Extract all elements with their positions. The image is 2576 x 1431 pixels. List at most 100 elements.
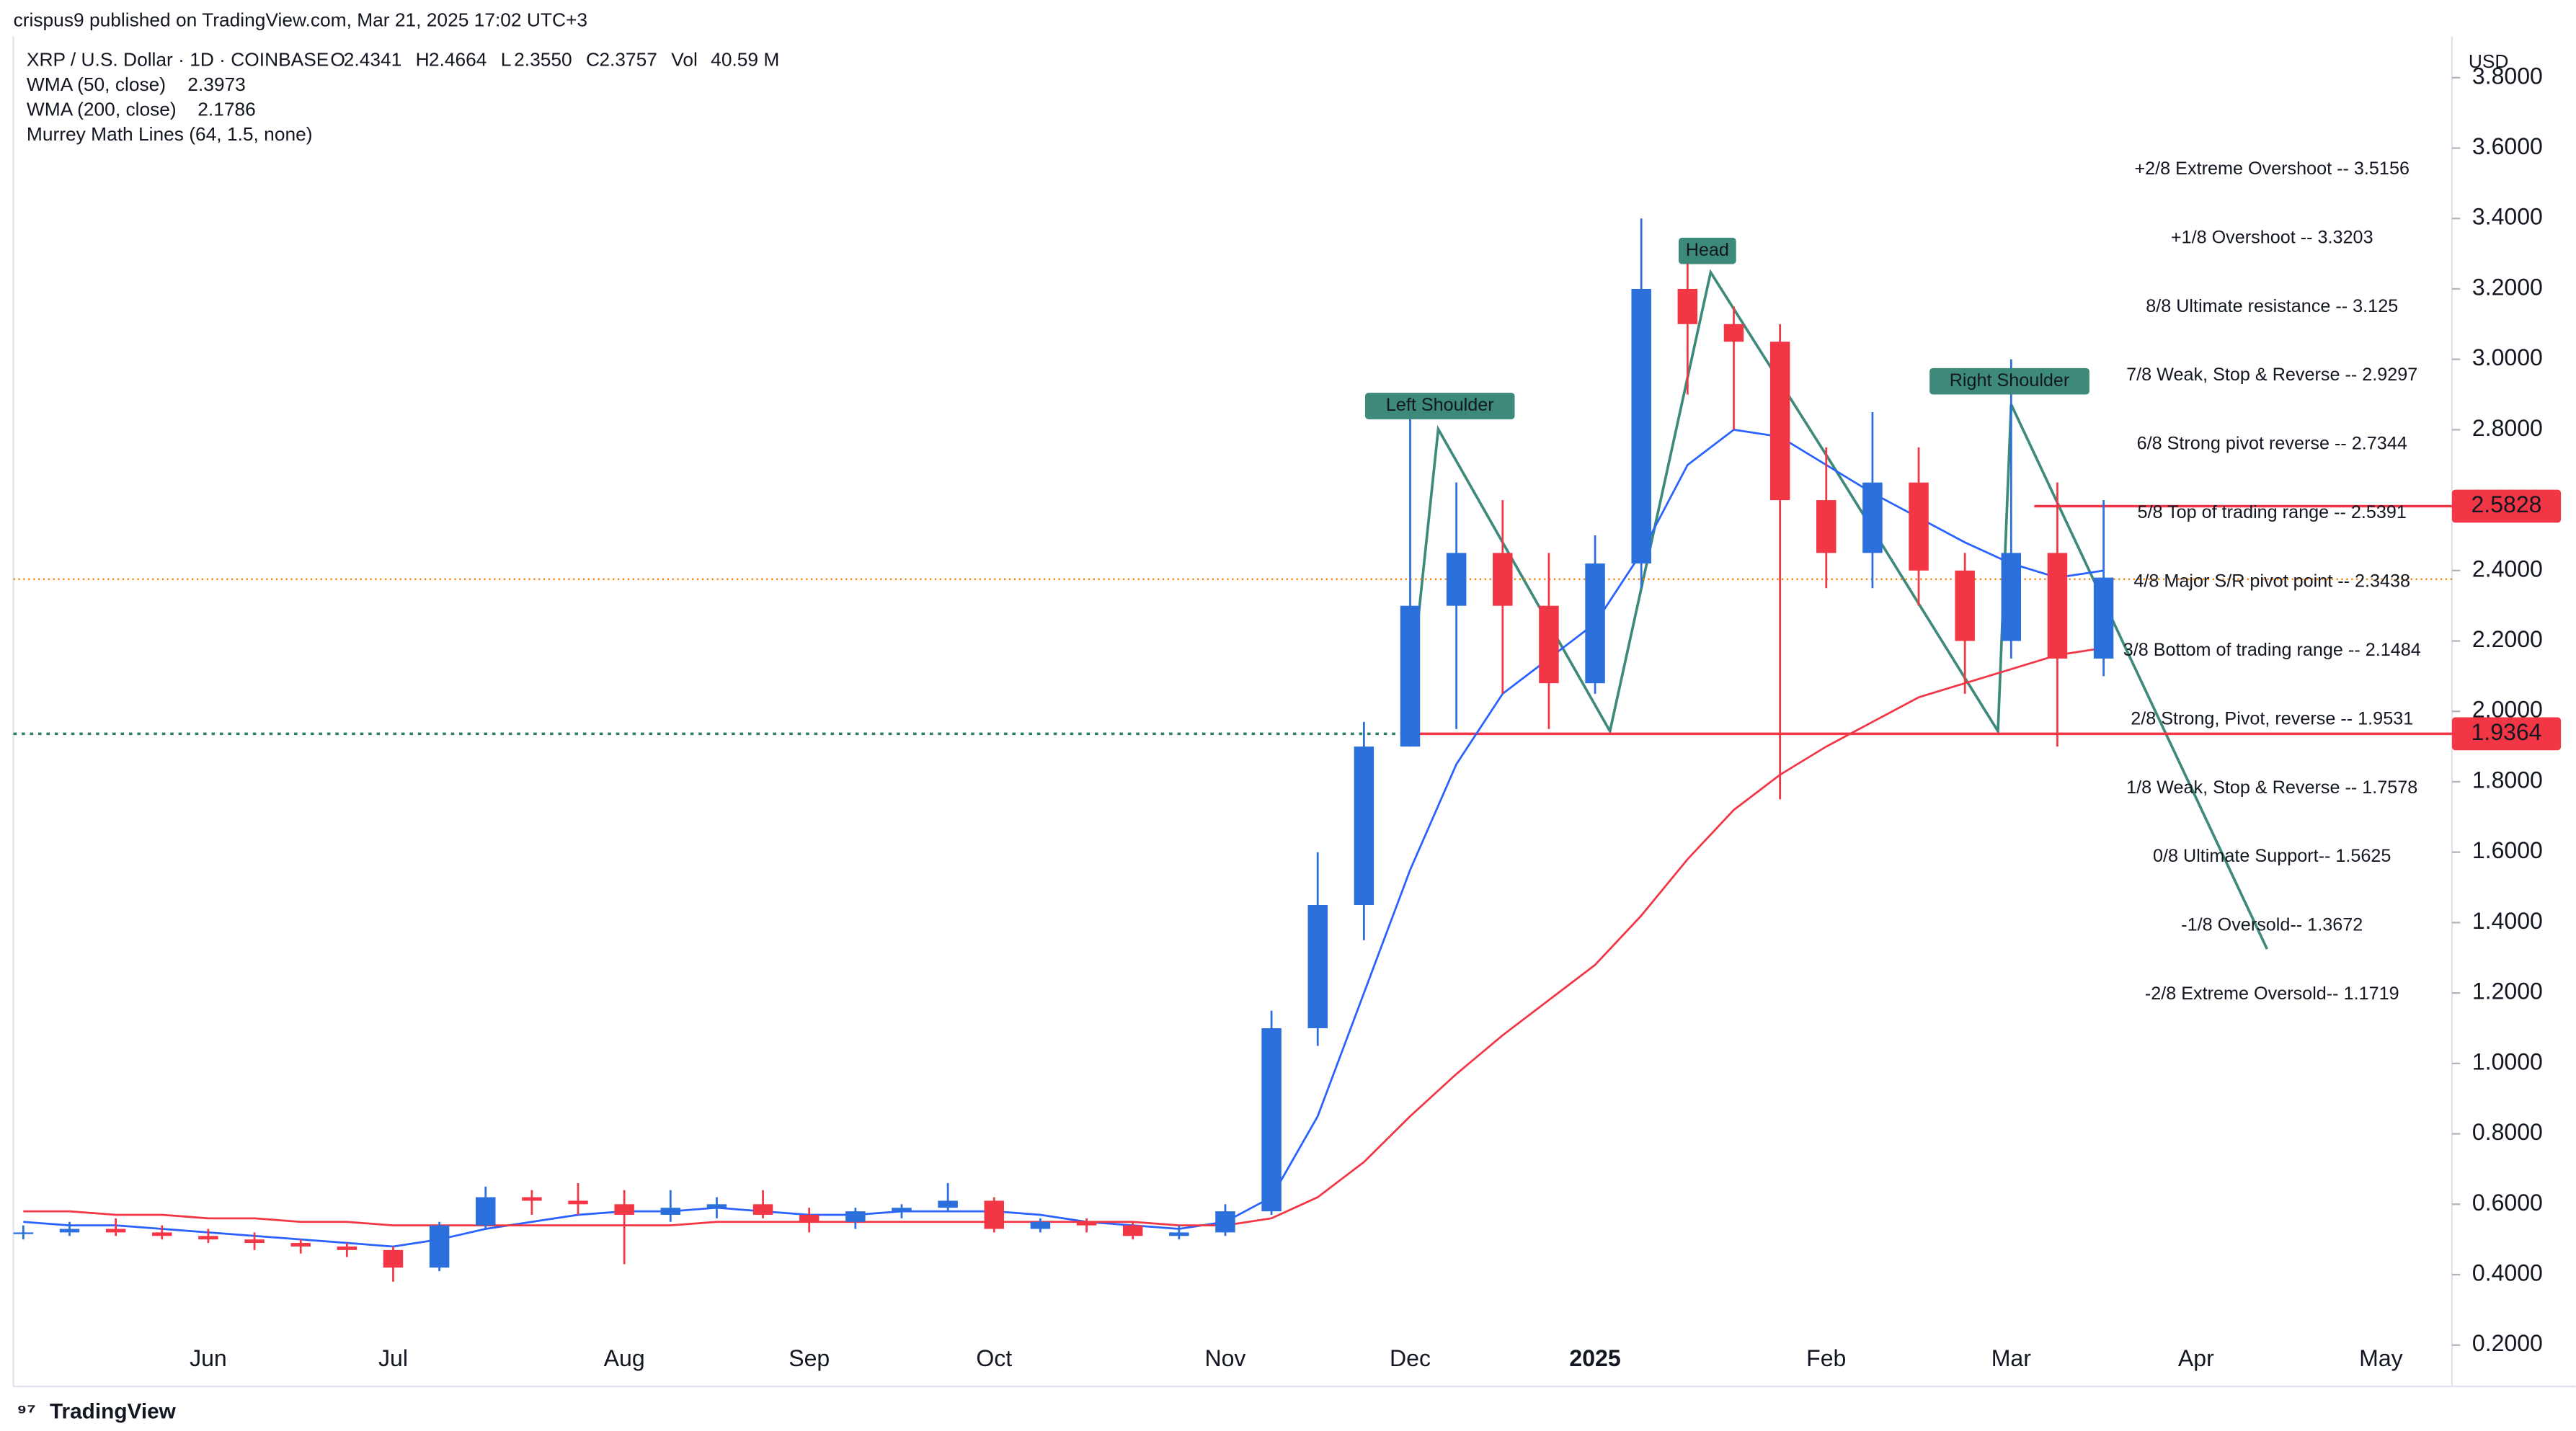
candle-body <box>1030 1221 1051 1229</box>
indicator-legend: WMA (50, close) 2.3973 WMA (200, close) 2.1… <box>27 73 313 145</box>
footer-brand: TradingView <box>50 1400 177 1424</box>
candle-body <box>105 1229 126 1233</box>
y-tick-label: 3.0000 <box>2472 344 2543 370</box>
murrey-label: 8/8 Ultimate resistance -- 3.125 <box>2146 296 2398 316</box>
x-tick-label: Feb <box>1806 1345 1846 1371</box>
y-tick-label: 3.2000 <box>2472 274 2543 300</box>
x-tick-label: Apr <box>2178 1345 2214 1371</box>
murrey-label: 5/8 Top of trading range -- 2.5391 <box>2138 502 2407 522</box>
candle-body <box>1631 288 1651 564</box>
candle-body <box>522 1197 542 1201</box>
candle-body <box>13 1232 34 1234</box>
candle-body <box>660 1208 681 1215</box>
annotation-label: Right Shoulder <box>1950 370 2070 391</box>
murrey-label: 6/8 Strong pivot reverse -- 2.7344 <box>2137 434 2407 454</box>
murrey-label: 0/8 Ultimate Support-- 1.5625 <box>2153 846 2391 866</box>
candle-body <box>1122 1225 1143 1236</box>
candle-body <box>198 1236 218 1240</box>
indicator-value: 2.1786 <box>197 98 256 120</box>
x-tick-label: Jun <box>190 1345 227 1371</box>
wma-line <box>23 428 2104 1248</box>
y-tick-label: 2.8000 <box>2472 415 2543 441</box>
candle-body <box>1769 342 1790 501</box>
candle-body <box>752 1204 773 1215</box>
candle-body <box>1677 288 1698 324</box>
x-tick-label: Aug <box>604 1345 645 1371</box>
murrey-label: 4/8 Major S/R pivot point -- 2.3438 <box>2133 571 2410 591</box>
ohlc-key: Vol <box>671 49 698 71</box>
x-tick-label: Nov <box>1204 1345 1245 1371</box>
candle-body <box>845 1211 866 1222</box>
y-tick-label: 1.0000 <box>2472 1048 2543 1074</box>
ohlc-key: L <box>501 49 512 71</box>
murrey-label: 7/8 Weak, Stop & Reverse -- 2.9297 <box>2126 365 2417 385</box>
candle-body <box>290 1243 311 1247</box>
x-tick-label: Dec <box>1390 1345 1431 1371</box>
candle-body <box>1307 905 1328 1029</box>
x-tick-label: 2025 <box>1569 1345 1620 1371</box>
ohlc-value: 40.59 M <box>711 49 779 71</box>
annotation-box <box>1929 367 2089 395</box>
candle-body <box>1493 553 1513 606</box>
y-tick-label: 1.4000 <box>2472 908 2543 934</box>
candle-body <box>475 1197 496 1226</box>
annotation-box <box>1364 393 1515 419</box>
x-tick-label: Sep <box>789 1345 830 1371</box>
y-tick-label: 2.2000 <box>2472 626 2543 652</box>
murrey-label: 2/8 Strong, Pivot, reverse -- 1.9531 <box>2131 708 2413 728</box>
candle-body <box>59 1229 80 1233</box>
candle-body <box>1169 1232 1189 1236</box>
murrey-label: -2/8 Extreme Oversold-- 1.1719 <box>2145 984 2399 1004</box>
murrey-label: +2/8 Extreme Overshoot -- 3.5156 <box>2134 159 2410 179</box>
candle-body <box>2093 577 2114 659</box>
annotation-label: Head <box>1686 240 1729 260</box>
candle-body <box>938 1200 958 1208</box>
murrey-label: +1/8 Overshoot -- 3.3203 <box>2171 227 2373 247</box>
x-tick-label: Mar <box>1991 1345 2032 1371</box>
candle-body <box>337 1246 357 1250</box>
currency: USD <box>2469 50 2509 72</box>
candle-body <box>984 1200 1005 1229</box>
murrey-label: 1/8 Weak, Stop & Reverse -- 1.7578 <box>2126 777 2417 798</box>
murrey-label: 3/8 Bottom of trading range -- 2.1484 <box>2123 640 2421 660</box>
candle-body <box>152 1232 172 1236</box>
candle-body <box>706 1204 727 1208</box>
candle-body <box>383 1249 404 1268</box>
candle-body <box>244 1239 265 1244</box>
logo: ⁹⁷ <box>17 1400 35 1424</box>
y-tick-label: 1.2000 <box>2472 978 2543 1004</box>
candle-body <box>568 1200 588 1205</box>
candle-body <box>1446 553 1467 606</box>
candle-body <box>1076 1221 1097 1226</box>
indicator-name: WMA (50, close) <box>27 73 166 95</box>
candle-body <box>1585 563 1605 684</box>
y-tick-label: 0.2000 <box>2472 1330 2543 1356</box>
ohlc-key: C <box>586 49 600 71</box>
candle-body <box>1400 605 1421 747</box>
candle-body <box>1862 482 1883 553</box>
candle-body <box>1354 746 1374 905</box>
indicator-name: WMA (200, close) <box>27 98 177 120</box>
murrey-label: -1/8 Oversold-- 1.3672 <box>2181 915 2363 935</box>
plot: 0.2000 0.4000 0.6000 0.8000 1.0000 1.2000 1.40… <box>13 63 2562 1371</box>
y-tick-label: 3.4000 <box>2472 204 2543 230</box>
price-tag-label: 1.9364 <box>2471 719 2541 745</box>
candle-body <box>1909 482 1929 571</box>
candle-body <box>429 1225 450 1268</box>
ohlc-value: 2.3757 <box>599 49 657 71</box>
annotation-box <box>1678 237 1736 264</box>
y-tick-label: 1.8000 <box>2472 767 2543 793</box>
annotation-label: Left Shoulder <box>1386 395 1494 415</box>
ohlc-value: 2.3550 <box>514 49 572 71</box>
candle-body <box>1261 1028 1282 1212</box>
publisher: crispus9 published on TradingView.com, M… <box>14 9 587 31</box>
x-tick-label: Oct <box>976 1345 1012 1371</box>
ohlc-value: 2.4664 <box>429 49 487 71</box>
candle-body <box>1539 605 1559 684</box>
indicator-value: 2.3973 <box>187 73 246 95</box>
y-tick-label: 0.6000 <box>2472 1190 2543 1216</box>
y-tick-label: 3.6000 <box>2472 133 2543 159</box>
